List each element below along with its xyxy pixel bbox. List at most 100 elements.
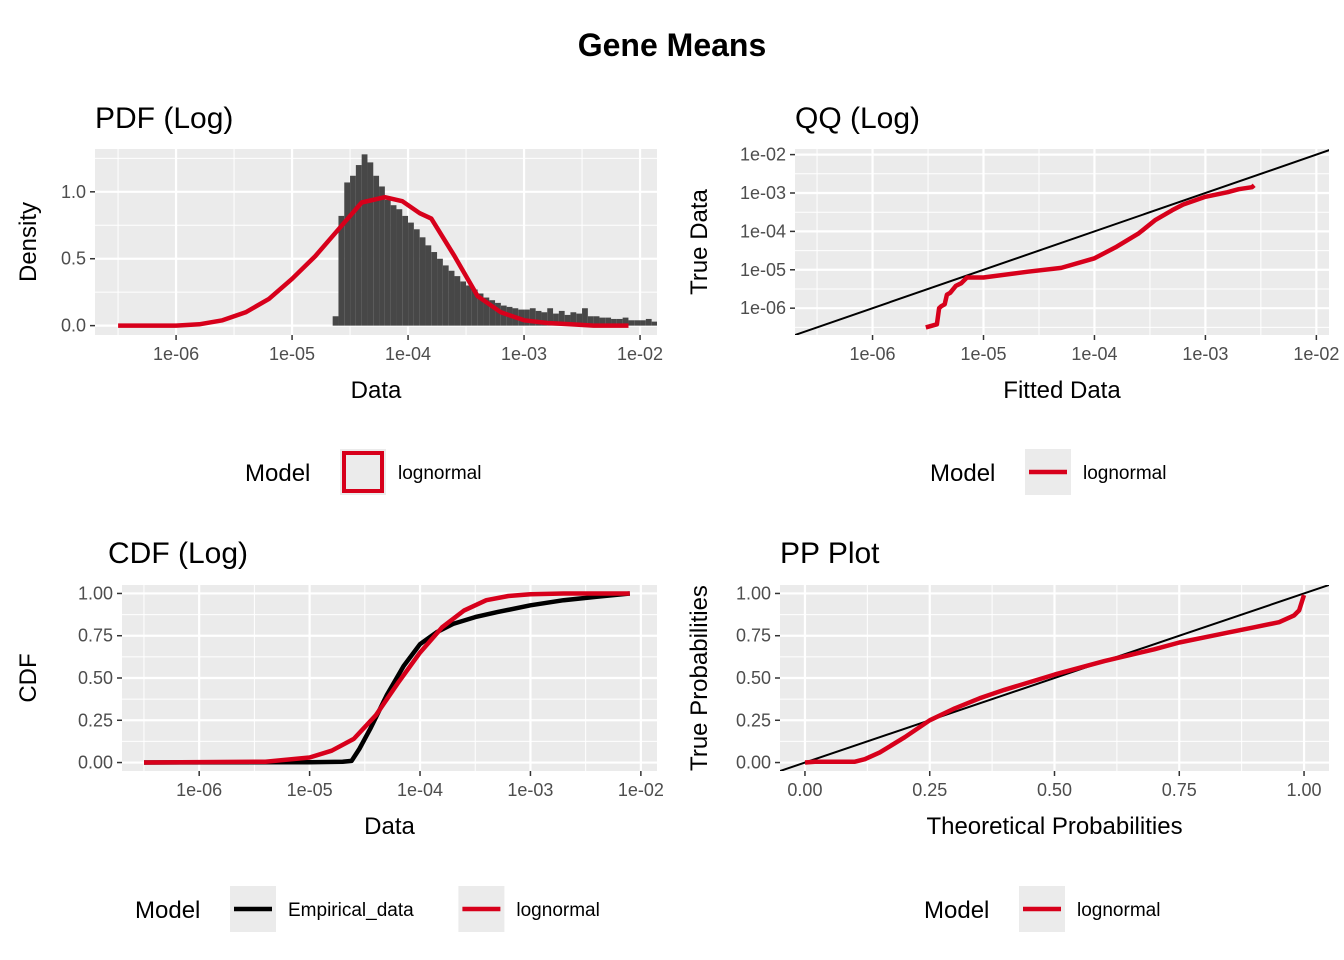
pdf-hist-bar xyxy=(587,316,594,326)
pdf-hist-bar xyxy=(361,154,368,326)
qq-y-tick-label: 1e-03 xyxy=(740,183,786,203)
pp-y-tick-label: 0.00 xyxy=(736,753,771,773)
pdf-hist-bar xyxy=(437,258,443,326)
pdf-x-tick-label: 1e-03 xyxy=(501,344,547,364)
pdf-title: PDF (Log) xyxy=(95,102,233,135)
cdf-title: CDF (Log) xyxy=(108,537,248,570)
pdf-hist-bar xyxy=(454,276,461,326)
pdf-legend-title: Model xyxy=(245,460,310,487)
pp-legend-label-lognormal: lognormal xyxy=(1077,900,1160,921)
pdf-hist-bar xyxy=(669,322,675,326)
pdf-hist-bar xyxy=(495,302,501,326)
pdf-hist-bar xyxy=(379,186,385,326)
qq-grid xyxy=(795,149,1329,335)
pp-x-tick-label: 0.50 xyxy=(1037,780,1072,800)
pp-x-tick-label: 0.75 xyxy=(1162,780,1197,800)
cdf-x-tick-label: 1e-05 xyxy=(287,780,333,800)
pdf-hist-bar xyxy=(535,310,542,326)
pdf-y-tick-label: 0.5 xyxy=(61,249,86,269)
cdf-chart: CDF (Log) 1e-06 1e-05 1e-04 1e-03 1e-02 0.00 0.… xyxy=(15,537,664,932)
cdf-y-axis-title: CDF xyxy=(15,653,42,702)
pdf-x-axis-title: Data xyxy=(351,377,402,404)
pdf-hist-bar xyxy=(692,323,698,326)
qq-series-lognormal xyxy=(925,183,1256,330)
pdf-hist-bar xyxy=(611,318,617,326)
pdf-hist-bar xyxy=(704,324,710,325)
pdf-hist-bar xyxy=(332,316,339,326)
pdf-legend: Model lognormal xyxy=(245,449,481,495)
pdf-hist-bar xyxy=(390,205,397,326)
pp-y-tick-label: 0.50 xyxy=(736,668,771,688)
pp-x-tick-label: 1.00 xyxy=(1287,780,1322,800)
pdf-hist-bar xyxy=(593,316,600,326)
qq-y-tick-label: 1e-05 xyxy=(740,260,786,280)
pdf-hist-bar xyxy=(698,323,704,326)
pp-x-axis-title: Theoretical Probabilities xyxy=(926,813,1182,840)
cdf-x-tick-label: 1e-03 xyxy=(507,780,553,800)
pdf-hist-bar xyxy=(529,308,536,326)
pdf-hist-bar xyxy=(553,313,559,326)
cdf-y-tick-label: 0.25 xyxy=(78,710,113,730)
pdf-y-tick-label: 1.0 xyxy=(61,182,86,202)
pdf-hist-bar xyxy=(640,320,646,326)
pdf-hist-bar xyxy=(710,324,716,325)
pdf-hist-bar xyxy=(419,237,426,326)
pdf-hist-bar xyxy=(460,281,467,326)
pdf-hist-bar xyxy=(355,165,362,326)
pdf-hist-bar xyxy=(622,317,629,326)
pdf-hist-bar xyxy=(558,310,565,326)
pdf-hist-bar xyxy=(605,317,612,326)
qq-y-tick-label: 1e-06 xyxy=(740,298,786,318)
pdf-hist-bar xyxy=(547,308,554,326)
pdf-hist-bar xyxy=(338,215,345,326)
pdf-hist-bar xyxy=(350,175,356,326)
pdf-x-tick-label: 1e-04 xyxy=(385,344,431,364)
pp-grid xyxy=(780,585,1329,771)
pp-x-tick-label: 0.00 xyxy=(787,780,822,800)
pdf-hist-bar xyxy=(599,317,606,326)
cdf-x-tick-label: 1e-02 xyxy=(618,780,664,800)
pdf-legend-label-lognormal: lognormal xyxy=(398,463,481,484)
pdf-hist-bar xyxy=(715,323,721,326)
pdf-hist-bar xyxy=(489,300,496,326)
pdf-legend-key-bg xyxy=(340,449,386,495)
qq-x-tick-label: 1e-05 xyxy=(960,344,1006,364)
pp-chart: PP Plot 0.00 0.25 0.50 0.75 1.00 0.00 0.25 0.50 0… xyxy=(686,537,1329,932)
qq-x-tick-label: 1e-03 xyxy=(1182,344,1228,364)
pdf-hist-bar xyxy=(344,182,351,326)
pdf-hist-bar xyxy=(524,309,530,326)
qq-legend: Model lognormal xyxy=(930,449,1166,495)
pdf-hist-bar xyxy=(384,199,391,326)
pdf-y-axis-title: Density xyxy=(15,202,42,282)
pdf-hist-bar xyxy=(651,321,657,326)
pdf-hist-bar xyxy=(564,314,571,326)
pdf-chart: PDF (Log) 1e-06 1e-05 1e-04 1e-03 1e-02 0.0 0.5… xyxy=(15,102,721,495)
qq-y-axis-title: True Data xyxy=(686,188,713,294)
cdf-x-tick-label: 1e-06 xyxy=(176,780,222,800)
pdf-hist-bar xyxy=(471,289,478,326)
qq-y-tick-label: 1e-02 xyxy=(740,145,786,165)
pdf-x-tick-label: 1e-06 xyxy=(153,344,199,364)
qq-reference-line xyxy=(795,149,1329,335)
pp-y-axis-title: True Probabilities xyxy=(686,585,713,771)
qq-title: QQ (Log) xyxy=(795,102,920,135)
pdf-hist-bar xyxy=(396,209,403,326)
figure-title: Gene Means xyxy=(578,27,767,63)
cdf-y-tick-label: 0.75 xyxy=(78,626,113,646)
cdf-series-empirical-data xyxy=(143,591,631,765)
qq-x-tick-label: 1e-06 xyxy=(850,344,896,364)
pp-y-tick-label: 0.75 xyxy=(736,626,771,646)
pdf-y-tick-label: 0.0 xyxy=(61,316,86,336)
cdf-legend-title: Model xyxy=(135,897,200,924)
cdf-legend-label-empirical-data: Empirical_data xyxy=(288,900,414,921)
pp-y-tick-label: 0.25 xyxy=(736,710,771,730)
qq-legend-label-lognormal: lognormal xyxy=(1083,463,1166,484)
cdf-legend-label-lognormal: lognormal xyxy=(516,900,599,921)
pp-legend: Model lognormal xyxy=(924,886,1160,932)
qq-y-tick-label: 1e-04 xyxy=(740,221,786,241)
pdf-hist-bar xyxy=(645,318,652,326)
pdf-hist-bar xyxy=(541,312,548,326)
pp-legend-title: Model xyxy=(924,897,989,924)
pdf-hist-bar xyxy=(431,252,438,326)
